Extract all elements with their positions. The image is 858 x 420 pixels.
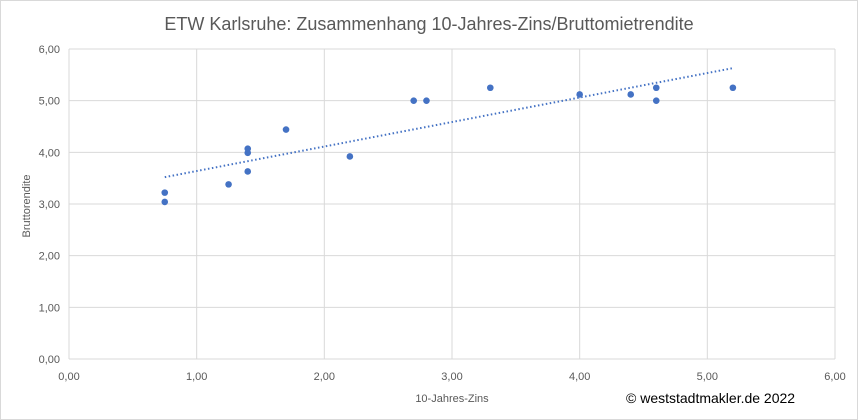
y-tick-label: 6,00 <box>39 44 60 56</box>
data-point <box>487 84 494 92</box>
y-tick-labels: 0,00 1,00 2,00 3,00 4,00 5,00 6,00 <box>39 44 60 366</box>
data-point <box>244 168 252 175</box>
chart-title: ETW Karlsruhe: Zusammenhang 10-Jahres-Zi… <box>164 14 693 34</box>
trend-line <box>164 67 734 179</box>
copyright-annotation: © weststadtmakler.de 2022 <box>626 390 795 406</box>
data-point <box>161 198 169 206</box>
x-tick-label: 4,00 <box>569 371 590 383</box>
x-tick-label: 5,00 <box>697 371 718 383</box>
x-tick-labels: 0,00 1,00 2,00 3,00 4,00 5,00 6,00 <box>58 371 845 383</box>
data-point <box>410 97 418 104</box>
x-tick-label: 0,00 <box>58 371 79 383</box>
data-point <box>576 91 583 98</box>
y-axis-title: Bruttorendite <box>21 175 33 238</box>
grid-lines <box>68 48 836 360</box>
y-tick-label: 2,00 <box>39 251 60 263</box>
y-tick-label: 1,00 <box>39 302 60 314</box>
y-tick-label: 0,00 <box>39 354 60 366</box>
x-tick-label: 2,00 <box>314 371 335 383</box>
x-axis-title: 10-Jahres-Zins <box>415 393 489 405</box>
data-point <box>282 126 290 133</box>
data-point <box>627 91 635 98</box>
x-tick-label: 3,00 <box>441 371 462 383</box>
data-point <box>729 84 737 92</box>
y-tick-label: 4,00 <box>39 147 60 159</box>
data-point <box>346 153 354 160</box>
x-tick-label: 1,00 <box>186 371 207 383</box>
data-points <box>161 84 737 206</box>
x-tick-label: 6,00 <box>824 371 845 383</box>
data-point <box>225 181 232 188</box>
data-point <box>652 84 660 92</box>
data-point <box>161 189 169 196</box>
data-point <box>423 97 430 104</box>
y-tick-label: 5,00 <box>39 96 60 108</box>
data-point <box>244 149 252 157</box>
data-point <box>652 97 660 104</box>
y-tick-label: 3,00 <box>39 199 60 211</box>
